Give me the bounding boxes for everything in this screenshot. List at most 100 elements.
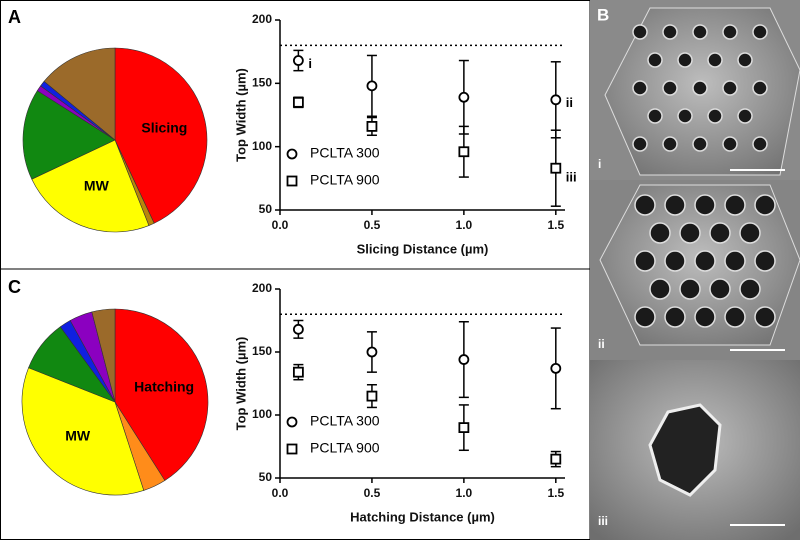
image-label: ii xyxy=(598,337,605,351)
legend-label: PCLTA 300 xyxy=(310,413,380,429)
hole xyxy=(634,250,656,272)
hole xyxy=(739,222,761,244)
hole xyxy=(677,108,693,124)
data-point xyxy=(292,323,304,335)
x-tick-label: 0.5 xyxy=(364,486,381,500)
pie-slice xyxy=(114,47,208,224)
pie-slice xyxy=(91,308,116,403)
x-tick-label: 0.0 xyxy=(272,486,289,500)
y-tick-label: 200 xyxy=(252,12,272,26)
hole xyxy=(722,136,738,152)
legend-label: PCLTA 900 xyxy=(310,172,380,188)
slice-label: Hatching xyxy=(134,378,194,394)
data-point xyxy=(292,96,304,108)
x-tick-label: 0.5 xyxy=(364,218,381,232)
y-tick-label: 200 xyxy=(252,281,272,295)
pie-slice xyxy=(31,139,150,233)
data-point xyxy=(550,162,562,174)
hole xyxy=(754,194,776,216)
hole xyxy=(692,24,708,40)
pie-slice xyxy=(43,47,116,141)
image-label: iii xyxy=(598,514,608,528)
x-tick-label: 1.0 xyxy=(456,218,473,232)
x-tick-label: 1.0 xyxy=(456,486,473,500)
data-point xyxy=(292,366,304,378)
hole xyxy=(709,278,731,300)
y-tick-label: 50 xyxy=(259,470,273,484)
annotation: iii xyxy=(566,170,577,185)
hole xyxy=(662,24,678,40)
data-point xyxy=(458,91,470,103)
hole xyxy=(632,80,648,96)
hole xyxy=(752,24,768,40)
pie-slice xyxy=(22,90,116,180)
hole xyxy=(754,250,776,272)
data-point xyxy=(458,354,470,365)
hole xyxy=(634,194,656,216)
data-point xyxy=(366,390,378,402)
hole xyxy=(737,52,753,68)
hole xyxy=(692,136,708,152)
hole xyxy=(664,306,686,328)
hole xyxy=(632,136,648,152)
hole xyxy=(677,52,693,68)
slice-label: MW xyxy=(65,428,91,444)
hole xyxy=(662,136,678,152)
legend-marker xyxy=(286,175,298,187)
hole xyxy=(694,194,716,216)
hole xyxy=(752,136,768,152)
slice-label: Slicing xyxy=(141,120,187,136)
y-axis-label: Top Width (µm) xyxy=(233,68,248,162)
hole xyxy=(724,306,746,328)
legend-marker xyxy=(286,443,298,455)
annotation: ii xyxy=(566,95,573,110)
hole xyxy=(722,24,738,40)
panel-label: A xyxy=(8,7,21,27)
hole xyxy=(647,108,663,124)
data-point xyxy=(550,94,562,106)
data-point xyxy=(550,453,562,465)
holes xyxy=(632,24,776,328)
hole xyxy=(739,278,761,300)
hole xyxy=(649,222,671,244)
y-tick-label: 150 xyxy=(252,344,272,358)
data-point xyxy=(550,362,562,374)
hole xyxy=(664,250,686,272)
data-point xyxy=(458,146,470,158)
data-point xyxy=(292,55,304,66)
hole xyxy=(722,80,738,96)
hole xyxy=(709,222,731,244)
hole xyxy=(679,278,701,300)
hole xyxy=(649,278,671,300)
x-axis-label: Slicing Distance (µm) xyxy=(357,241,489,256)
hole xyxy=(692,80,708,96)
hole xyxy=(724,250,746,272)
image-label: i xyxy=(598,157,601,171)
panel-label: C xyxy=(8,277,21,297)
pie-slice xyxy=(114,308,209,481)
legend-label: PCLTA 900 xyxy=(310,440,380,456)
legend-label: PCLTA 300 xyxy=(310,145,380,161)
x-tick-label: 0.0 xyxy=(272,218,289,232)
y-tick-label: 100 xyxy=(252,139,272,153)
x-tick-label: 1.5 xyxy=(547,218,564,232)
hole xyxy=(647,52,663,68)
data-point xyxy=(366,346,378,358)
y-tick-label: 50 xyxy=(259,202,273,216)
y-tick-label: 100 xyxy=(252,407,272,421)
hole xyxy=(724,194,746,216)
pie-slice xyxy=(21,367,145,496)
hole xyxy=(664,194,686,216)
hole xyxy=(707,108,723,124)
annotation: i xyxy=(308,56,312,71)
hole xyxy=(707,52,723,68)
hole xyxy=(694,306,716,328)
hole xyxy=(754,306,776,328)
x-tick-label: 1.5 xyxy=(547,486,564,500)
hole xyxy=(662,80,678,96)
hole xyxy=(632,24,648,40)
legend-marker xyxy=(286,416,298,428)
y-axis-label: Top Width (µm) xyxy=(233,337,248,431)
data-point xyxy=(366,80,378,92)
